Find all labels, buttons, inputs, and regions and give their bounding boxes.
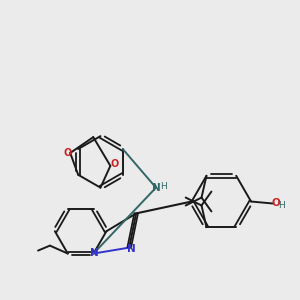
Text: H: H [278, 201, 285, 210]
Text: O: O [63, 148, 71, 158]
Text: N: N [127, 244, 136, 254]
Text: O: O [272, 199, 280, 208]
Text: N: N [152, 183, 160, 193]
Text: N: N [90, 248, 99, 258]
Text: H: H [160, 182, 167, 191]
Text: O: O [110, 159, 118, 169]
